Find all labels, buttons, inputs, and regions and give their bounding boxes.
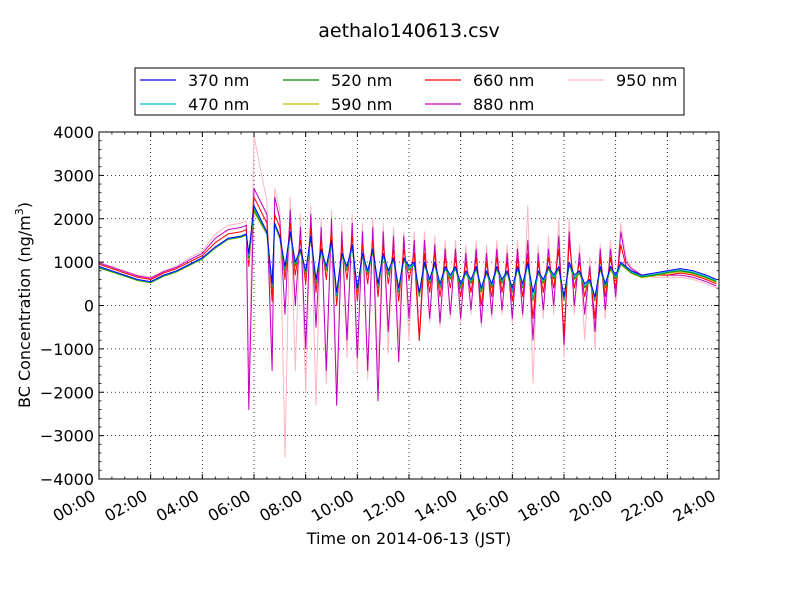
legend-label: 520 nm [331, 71, 392, 90]
y-tick-label: 2000 [53, 210, 94, 229]
series-line-370-nm [98, 205, 717, 298]
grid [99, 132, 719, 479]
x-axis-label: Time on 2014-06-13 (JST) [306, 529, 511, 548]
legend-label: 470 nm [188, 95, 249, 114]
y-axis-label-superscript: 3 [13, 208, 26, 215]
y-tick-label: 0 [84, 297, 94, 316]
y-axis-label: BC Concentration (ng/m3) [13, 202, 34, 408]
ticks [98, 131, 720, 480]
y-axis-label-close: ) [15, 202, 34, 208]
y-tick-label: −3000 [40, 427, 94, 446]
legend-label: 590 nm [331, 95, 392, 114]
chart-title: aethalo140613.csv [318, 20, 500, 42]
legend-label: 950 nm [616, 71, 677, 90]
legend-box [134, 67, 685, 116]
y-axis-label-main: BC Concentration (ng/m [15, 215, 34, 408]
legend-label: 880 nm [473, 95, 534, 114]
legend-label: 370 nm [188, 71, 249, 90]
y-tick-labels: −4000 −3000 −2000 −1000 0 1000 2000 3000 4000 [40, 123, 94, 489]
y-tick-label: −1000 [40, 340, 94, 359]
y-tick-label: −2000 [40, 383, 94, 402]
series-line-880-nm [98, 187, 717, 411]
legend: 370 nm 470 nm 520 nm 590 nm 660 nm 880 nm 950 … [134, 67, 685, 116]
series-layer [98, 135, 717, 458]
y-tick-label: 4000 [53, 123, 94, 142]
legend-label: 660 nm [473, 71, 534, 90]
y-tick-label: −4000 [40, 470, 94, 489]
y-tick-label: 1000 [53, 253, 94, 272]
y-tick-label: 3000 [53, 166, 94, 185]
